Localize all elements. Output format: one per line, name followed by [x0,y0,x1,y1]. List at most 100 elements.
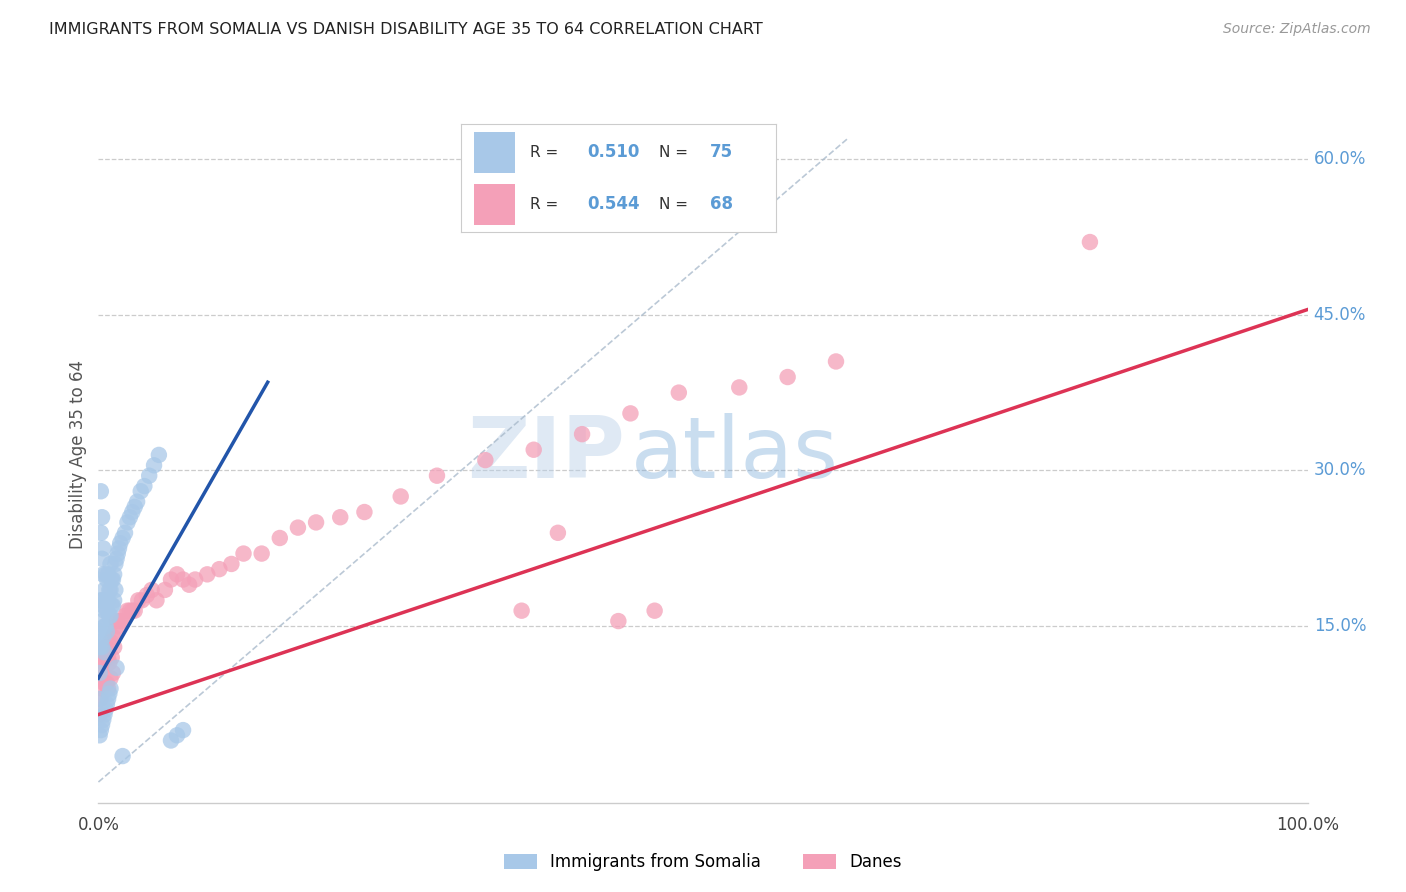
Point [94,619,117,633]
Point [143,458,166,473]
Point [101,573,124,587]
Point [269,531,291,545]
Point [89,640,111,654]
Point [101,599,124,613]
Point [426,468,449,483]
Text: N =: N = [659,197,693,211]
Point [90,661,112,675]
Point [124,500,146,514]
Point [91,599,114,613]
Point [100,599,122,613]
Point [89,707,111,722]
Point [121,604,143,618]
Point [97,593,120,607]
Point [135,588,157,602]
Text: Source: ZipAtlas.com: Source: ZipAtlas.com [1223,22,1371,37]
Point [91,551,114,566]
Point [108,614,131,628]
Point [98,687,121,701]
Point [121,505,143,519]
Point [547,525,569,540]
Point [93,645,115,659]
Point [825,354,848,368]
Point [145,593,167,607]
Point [728,380,751,394]
Point [91,718,114,732]
Point [108,536,131,550]
Point [97,567,120,582]
Point [96,573,118,587]
Point [91,681,114,696]
Point [100,582,122,597]
Point [93,604,115,618]
Point [89,671,111,685]
Text: R =: R = [530,197,564,211]
Y-axis label: Disability Age 35 to 64: Disability Age 35 to 64 [69,360,87,549]
Point [105,614,128,628]
Point [96,697,118,711]
Point [305,516,328,530]
Point [103,593,125,607]
Text: atlas: atlas [630,413,838,497]
Point [100,573,122,587]
Point [94,567,117,582]
Point [105,661,128,675]
Point [91,541,114,556]
Point [89,665,111,680]
Point [1078,235,1101,249]
Point [89,624,111,639]
Point [644,604,666,618]
Point [90,593,112,607]
FancyBboxPatch shape [474,184,515,225]
Point [111,614,134,628]
Point [148,448,170,462]
Point [98,656,121,670]
Text: 45.0%: 45.0% [1313,306,1367,324]
Point [96,676,118,690]
Point [104,557,127,571]
Point [232,547,254,561]
Text: N =: N = [659,145,693,160]
Text: 0.510: 0.510 [586,144,640,161]
Point [101,665,124,680]
Point [129,484,152,499]
Point [93,645,115,659]
Point [91,567,114,582]
Point [668,385,690,400]
Point [97,681,120,696]
Point [90,635,112,649]
Point [134,479,156,493]
Point [107,547,129,561]
Text: 75: 75 [710,144,733,161]
Point [172,723,194,738]
Point [124,604,146,618]
Point [89,692,111,706]
Point [90,484,112,499]
Point [208,562,231,576]
Point [91,650,114,665]
Point [96,624,118,639]
Point [138,468,160,483]
Point [221,557,243,571]
Point [114,525,136,540]
Point [166,567,188,582]
Text: ZIP: ZIP [467,413,624,497]
Point [117,604,139,618]
Point [105,551,128,566]
Point [100,671,122,685]
Point [195,567,218,582]
Point [250,547,273,561]
Point [111,531,134,545]
Point [103,567,125,582]
Point [89,728,111,742]
Point [91,593,114,607]
FancyBboxPatch shape [474,132,515,173]
Point [523,442,546,457]
Point [100,681,122,696]
Point [287,520,309,534]
Point [91,614,114,628]
Point [96,645,118,659]
Text: 15.0%: 15.0% [1313,617,1367,635]
Text: 68: 68 [710,195,733,213]
Point [329,510,352,524]
